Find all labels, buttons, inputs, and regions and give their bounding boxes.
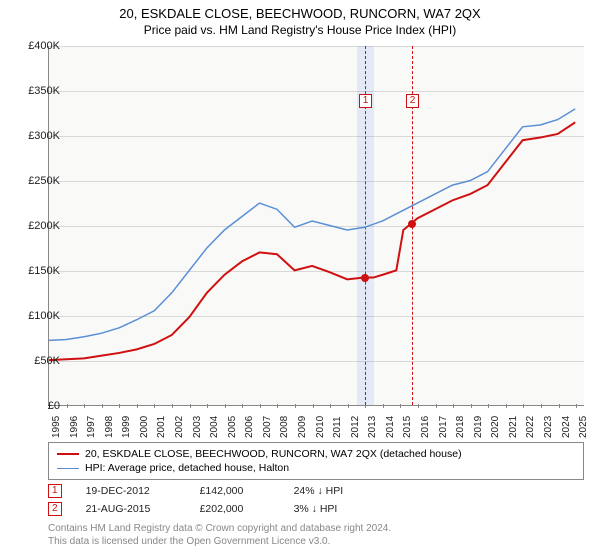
- legend-swatch: [57, 468, 79, 469]
- chart-subtitle: Price paid vs. HM Land Registry's House …: [0, 23, 600, 37]
- legend-label: HPI: Average price, detached house, Halt…: [85, 461, 289, 475]
- chart-container: 20, ESKDALE CLOSE, BEECHWOOD, RUNCORN, W…: [0, 0, 600, 560]
- sale-row: 1 19-DEC-2012 £142,000 24% ↓ HPI: [48, 482, 343, 500]
- sale-row: 2 21-AUG-2015 £202,000 3% ↓ HPI: [48, 500, 343, 518]
- x-axis-label: 2024: [561, 416, 572, 438]
- sale-price: £202,000: [200, 503, 270, 515]
- y-axis-label: £200K: [28, 220, 60, 232]
- x-axis-label: 2018: [455, 416, 466, 438]
- x-axis-label: 2010: [315, 416, 326, 438]
- footer-line: This data is licensed under the Open Gov…: [48, 535, 391, 548]
- footer-line: Contains HM Land Registry data © Crown c…: [48, 522, 391, 535]
- legend-item: HPI: Average price, detached house, Halt…: [57, 461, 575, 475]
- chart-title: 20, ESKDALE CLOSE, BEECHWOOD, RUNCORN, W…: [0, 6, 600, 21]
- y-axis-label: £400K: [28, 40, 60, 52]
- x-axis-label: 2025: [578, 416, 589, 438]
- y-axis-label: £250K: [28, 175, 60, 187]
- x-axis-label: 1997: [86, 416, 97, 438]
- x-axis-label: 2006: [244, 416, 255, 438]
- x-axis-label: 2000: [139, 416, 150, 438]
- legend-item: 20, ESKDALE CLOSE, BEECHWOOD, RUNCORN, W…: [57, 447, 575, 461]
- x-axis-label: 1999: [121, 416, 132, 438]
- x-axis-label: 1998: [104, 416, 115, 438]
- x-axis-label: 2021: [508, 416, 519, 438]
- x-axis-label: 2013: [367, 416, 378, 438]
- x-axis-label: 2020: [490, 416, 501, 438]
- y-axis-label: £0: [48, 400, 60, 412]
- sale-delta: 24% ↓ HPI: [294, 485, 344, 497]
- x-axis-label: 2011: [332, 416, 343, 438]
- title-block: 20, ESKDALE CLOSE, BEECHWOOD, RUNCORN, W…: [0, 0, 600, 37]
- x-axis-label: 2002: [174, 416, 185, 438]
- x-axis-label: 2007: [262, 416, 273, 438]
- x-axis-label: 2023: [543, 416, 554, 438]
- series-hpi: [49, 109, 575, 341]
- sale-marker-dot: [408, 220, 416, 228]
- sale-marker-dot: [361, 274, 369, 282]
- sale-row-marker: 2: [48, 502, 62, 516]
- x-axis-label: 2019: [473, 416, 484, 438]
- x-axis-label: 2001: [156, 416, 167, 438]
- legend-label: 20, ESKDALE CLOSE, BEECHWOOD, RUNCORN, W…: [85, 447, 462, 461]
- line-series-svg: [49, 46, 584, 405]
- x-axis-label: 2009: [297, 416, 308, 438]
- y-axis-label: £300K: [28, 130, 60, 142]
- x-axis-label: 2005: [227, 416, 238, 438]
- x-axis-label: 2008: [279, 416, 290, 438]
- x-axis-label: 1995: [51, 416, 62, 438]
- x-axis-label: 2015: [402, 416, 413, 438]
- sale-delta: 3% ↓ HPI: [294, 503, 338, 515]
- x-axis-label: 2004: [209, 416, 220, 438]
- legend-swatch: [57, 453, 79, 455]
- x-axis-label: 2003: [192, 416, 203, 438]
- y-axis-label: £350K: [28, 85, 60, 97]
- x-axis-label: 2022: [525, 416, 536, 438]
- x-axis-label: 2017: [438, 416, 449, 438]
- footer-attribution: Contains HM Land Registry data © Crown c…: [48, 522, 391, 548]
- y-axis-label: £100K: [28, 310, 60, 322]
- sale-price: £142,000: [200, 485, 270, 497]
- sale-row-marker: 1: [48, 484, 62, 498]
- legend: 20, ESKDALE CLOSE, BEECHWOOD, RUNCORN, W…: [48, 442, 584, 480]
- y-axis-label: £150K: [28, 265, 60, 277]
- x-axis-label: 2014: [385, 416, 396, 438]
- sale-date: 21-AUG-2015: [86, 503, 176, 515]
- sale-date: 19-DEC-2012: [86, 485, 176, 497]
- plot-area: 12: [48, 46, 584, 406]
- y-axis-label: £50K: [34, 355, 60, 367]
- sales-table: 1 19-DEC-2012 £142,000 24% ↓ HPI 2 21-AUG-201…: [48, 482, 343, 518]
- x-axis-label: 2012: [350, 416, 361, 438]
- x-axis-label: 1996: [69, 416, 80, 438]
- x-axis-label: 2016: [420, 416, 431, 438]
